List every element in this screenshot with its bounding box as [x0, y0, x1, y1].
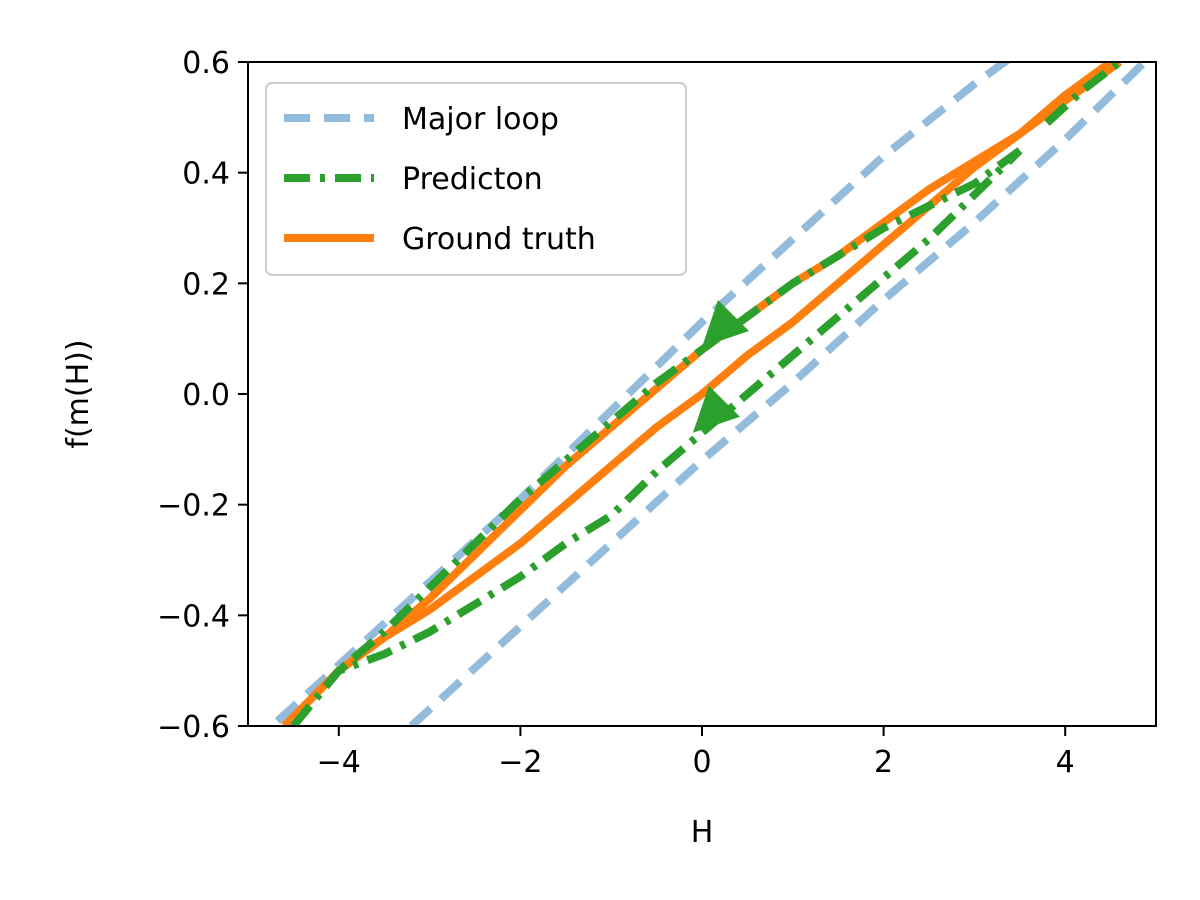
- y-tick-label: 0.4: [182, 157, 230, 192]
- y-tick-label: −0.6: [157, 710, 230, 745]
- legend-label-major-loop: Major loop: [402, 102, 559, 137]
- predicton-arrow-2: [692, 385, 740, 433]
- legend-label-ground-truth: Ground truth: [402, 222, 596, 257]
- x-axis-label: H: [691, 815, 714, 850]
- x-tick-label: 4: [1056, 745, 1075, 780]
- y-tick-label: 0.0: [182, 378, 230, 413]
- series-layer: [266, 62, 1151, 726]
- y-axis-label-text: f(m(H)): [61, 339, 96, 448]
- x-tick-label: −4: [317, 745, 361, 780]
- ticks-layer: −4 −2 0 2 4 −0.6 −0.4 −0.2 0.0 0.2 0.4 0.6: [157, 46, 1075, 780]
- y-tick-label: −0.2: [157, 489, 230, 524]
- predicton-arrow-1: [702, 299, 749, 347]
- legend: Major loop Predicton Ground truth: [265, 82, 687, 276]
- predicton-line-3: [1044, 62, 1123, 126]
- x-tick-label: 0: [692, 745, 711, 780]
- y-tick-label: −0.4: [157, 599, 230, 634]
- x-tick-label: 2: [874, 745, 893, 780]
- predicton-line-1: [290, 147, 1023, 726]
- legend-label-predicton: Predicton: [402, 162, 543, 197]
- y-axis-label: f(m(H)): [61, 339, 96, 448]
- x-tick-label: −2: [498, 745, 542, 780]
- major-loop-line-1: [266, 62, 1012, 726]
- y-tick-label: 0.2: [182, 267, 230, 302]
- legend-box: [265, 82, 687, 276]
- y-tick-label: 0.6: [182, 46, 230, 81]
